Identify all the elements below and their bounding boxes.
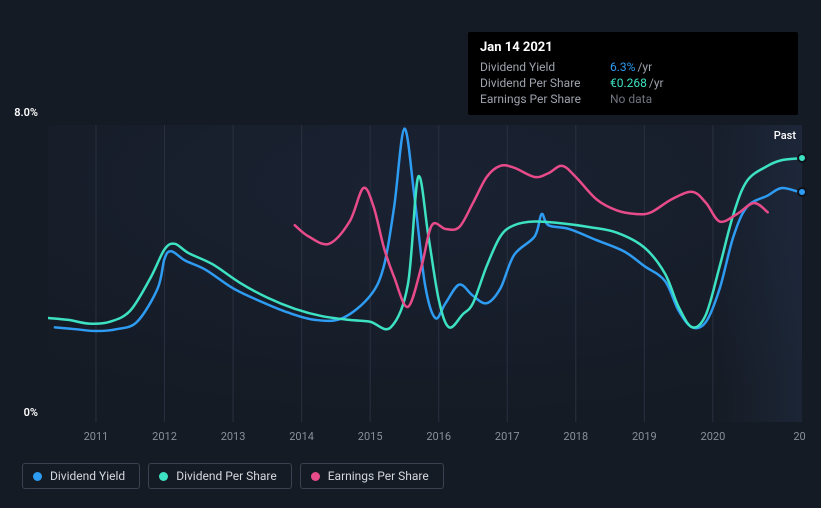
dividend-chart: 8.0% 0% Past 2011 2012 2013 2014 2015 2016 201… xyxy=(0,0,821,508)
x-tick-label: 2015 xyxy=(358,430,383,443)
legend-item-label: Earnings Per Share xyxy=(328,469,429,483)
tooltip-row-value: 6.3% xyxy=(610,60,635,74)
tooltip-row-label: Earnings Per Share xyxy=(480,92,610,106)
y-axis-min-label: 0% xyxy=(24,406,38,419)
tooltip-date: Jan 14 2021 xyxy=(480,40,786,55)
y-axis-max-label: 8.0% xyxy=(14,106,38,119)
legend-swatch-icon xyxy=(159,472,168,481)
chart-legend: Dividend Yield Dividend Per Share Earnings… xyxy=(22,463,444,489)
x-tick-label: 2019 xyxy=(632,430,657,443)
tooltip-row-value: No data xyxy=(610,92,652,106)
legend-item[interactable]: Dividend Yield xyxy=(22,463,140,489)
chart-svg xyxy=(48,125,802,422)
tooltip-row: Dividend Yield6.3% /yr xyxy=(480,59,786,75)
x-tick-label: 2013 xyxy=(221,430,246,443)
x-tick-label: 2016 xyxy=(426,430,451,443)
x-tick-label: 2017 xyxy=(495,430,520,443)
tooltip-row-label: Dividend Yield xyxy=(480,60,610,74)
x-tick-label: 2012 xyxy=(152,430,177,443)
legend-swatch-icon xyxy=(33,472,42,481)
legend-item-label: Dividend Per Share xyxy=(176,469,277,483)
tooltip-row: Dividend Per Share€0.268 /yr xyxy=(480,75,786,91)
tooltip-row-unit: /yr xyxy=(649,76,664,90)
past-label: Past xyxy=(774,129,796,142)
legend-item[interactable]: Dividend Per Share xyxy=(148,463,292,489)
tooltip-row-unit: /yr xyxy=(637,60,652,74)
plot-area[interactable]: Past xyxy=(48,125,802,422)
x-tick-label: 2014 xyxy=(289,430,314,443)
tooltip-row-value: €0.268 xyxy=(610,76,647,90)
chart-tooltip: Jan 14 2021 Dividend Yield6.3% /yrDivide… xyxy=(468,32,798,115)
legend-item[interactable]: Earnings Per Share xyxy=(300,463,444,489)
legend-item-label: Dividend Yield xyxy=(50,469,125,483)
x-axis-labels: 2011201220132014201520162017201820192020… xyxy=(48,430,802,450)
tooltip-row-label: Dividend Per Share xyxy=(480,76,610,90)
x-tick-label: 2018 xyxy=(563,430,588,443)
legend-swatch-icon xyxy=(311,472,320,481)
dividend_yield-end-marker xyxy=(797,187,807,197)
x-tick-label: 2020 xyxy=(701,430,726,443)
x-tick-label: 20 xyxy=(793,430,805,443)
dividend_per_share-end-marker xyxy=(797,153,807,163)
x-tick-label: 2011 xyxy=(84,430,109,443)
tooltip-row: Earnings Per ShareNo data xyxy=(480,91,786,107)
